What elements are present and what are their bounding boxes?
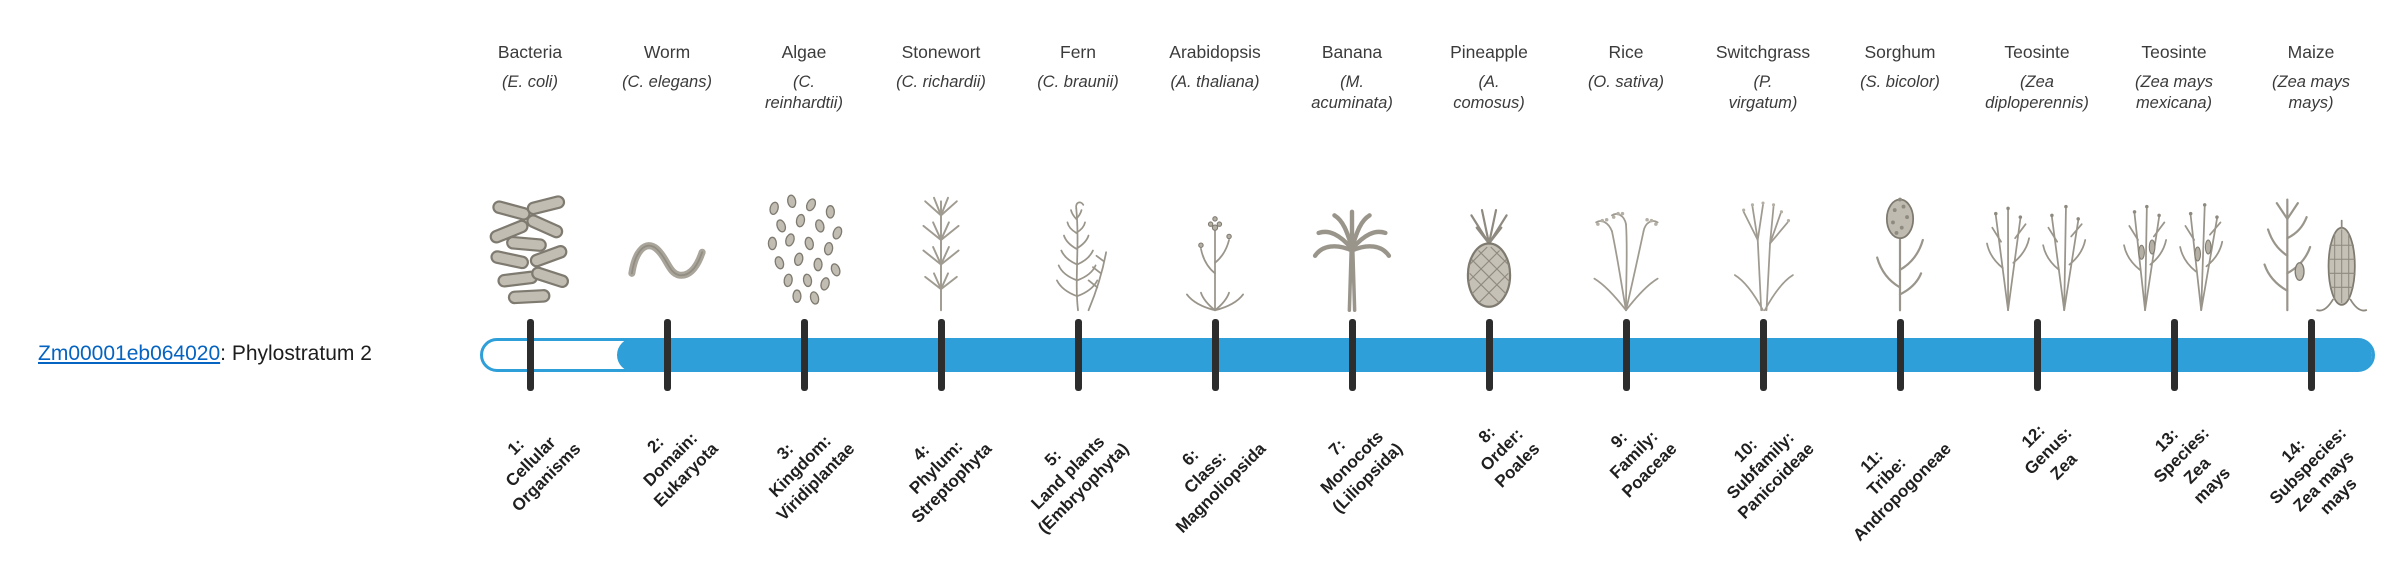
timeline-bar-fill	[617, 338, 2372, 372]
gene-label: Zm00001eb064020: Phylostratum 2	[38, 342, 372, 366]
bacteria-icon	[460, 160, 600, 312]
timeline-tick	[1896, 319, 1904, 391]
fern-icon	[1008, 160, 1148, 312]
organism-header: Stonewort (C. richardii)	[853, 42, 1029, 93]
organism-scientific-name: (C. richardii)	[896, 73, 986, 91]
stratum-label: 6: Class: Magnoliopsida	[1171, 438, 1270, 537]
organism-common-name: Teosinte	[2141, 42, 2207, 62]
rice-icon	[1556, 160, 1696, 312]
switchgrass-icon	[1693, 160, 1833, 312]
stratum-label: 9: Family: Poaceae	[1606, 427, 1681, 501]
banana-icon	[1282, 160, 1422, 312]
organism-common-name: Banana	[1321, 42, 1383, 62]
teosinte-diploperennis-icon	[1967, 160, 2107, 312]
stonewort-icon	[871, 160, 1011, 312]
organism-scientific-name: (S. bicolor)	[1860, 73, 1940, 91]
timeline-tick	[1622, 319, 1630, 391]
organism-scientific-name: (O. sativa)	[1587, 73, 1665, 91]
organism-header: Algae (C. reinhardtii)	[716, 42, 892, 115]
organism-common-name: Arabidopsis	[1169, 42, 1261, 62]
organism-scientific-name: (C. braunii)	[1037, 73, 1119, 91]
stratum-label: 4: Phylum: Streptophyta	[905, 437, 996, 527]
stratum-label: 14: Subspecies: Zea mays mays	[2265, 423, 2361, 519]
stratum-label: 8: Order: Poales	[1474, 422, 1544, 491]
organism-scientific-name: (C. elegans)	[622, 73, 712, 91]
organism-scientific-name: (Zea diploperennis)	[1985, 73, 2089, 113]
organism-header: Arabidopsis (A. thaliana)	[1127, 42, 1303, 93]
timeline-tick	[2033, 319, 2041, 391]
stratum-label: 3: Kingdom: Viridiplantae	[765, 431, 859, 525]
maize-icon	[2241, 160, 2381, 312]
teosinte-mexicana-icon	[2104, 160, 2244, 312]
organism-header: Fern (C. braunii)	[990, 42, 1166, 93]
stratum-label: 12: Genus: Zea	[2018, 420, 2081, 484]
organism-common-name: Stonewort	[901, 42, 981, 62]
timeline-tick	[526, 319, 534, 391]
organism-scientific-name: (M. acuminata)	[1311, 73, 1393, 113]
organism-header: Teosinte (Zea diploperennis)	[1949, 42, 2125, 115]
organism-common-name: Worm	[643, 42, 691, 62]
pineapple-icon	[1419, 160, 1559, 312]
timeline-tick	[1348, 319, 1356, 391]
stratum-label: 2: Domain: Eukaryota	[639, 428, 722, 511]
worm-icon	[597, 160, 737, 312]
organism-header: Bacteria (E. coli)	[442, 42, 618, 93]
timeline-tick	[1759, 319, 1767, 391]
organism-scientific-name: (P. virgatum)	[1728, 73, 1798, 113]
organism-header: Switchgrass (P. virgatum)	[1675, 42, 1851, 115]
gene-phylostratum-text: : Phylostratum 2	[220, 342, 372, 365]
stratum-label: 10: Subfamily: Panicoideae	[1722, 428, 1818, 523]
organism-scientific-name: (C. reinhardtii)	[765, 73, 843, 113]
stratum-label: 7: Monocots (Liliopsida)	[1317, 427, 1407, 517]
timeline-tick	[937, 319, 945, 391]
organism-common-name: Switchgrass	[1715, 42, 1811, 62]
organism-common-name: Rice	[1608, 42, 1644, 62]
timeline-tick	[2170, 319, 2178, 391]
organism-header: Sorghum (S. bicolor)	[1812, 42, 1988, 93]
organism-scientific-name: (Zea mays mexicana)	[2135, 73, 2213, 113]
organism-scientific-name: (E. coli)	[502, 73, 558, 91]
organism-common-name: Maize	[2287, 42, 2335, 62]
organism-header: Maize (Zea mays mays)	[2223, 42, 2399, 115]
organism-common-name: Teosinte	[2004, 42, 2070, 62]
timeline-tick	[2307, 319, 2315, 391]
timeline-tick	[663, 319, 671, 391]
algae-icon	[734, 160, 874, 312]
organism-header: Pineapple (A. comosus)	[1401, 42, 1577, 115]
timeline-tick	[1074, 319, 1082, 391]
stratum-label: 11: Tribe: Andropogoneae	[1848, 438, 1955, 545]
organism-common-name: Pineapple	[1450, 42, 1528, 62]
organism-common-name: Fern	[1060, 42, 1096, 62]
organism-header: Teosinte (Zea mays mexicana)	[2086, 42, 2262, 115]
organism-scientific-name: (Zea mays mays)	[2272, 73, 2350, 113]
organism-header: Rice (O. sativa)	[1538, 42, 1714, 93]
stratum-label: 1: Cellular Organisms	[502, 433, 585, 515]
timeline-tick	[1211, 319, 1219, 391]
organism-scientific-name: (A. thaliana)	[1170, 73, 1260, 91]
stratum-label: 5: Land plants (Embryophyta)	[1027, 432, 1133, 538]
arabidopsis-icon	[1145, 160, 1285, 312]
organism-scientific-name: (A. comosus)	[1453, 73, 1525, 113]
timeline-tick	[800, 319, 808, 391]
organism-common-name: Bacteria	[497, 42, 563, 62]
organism-header: Banana (M. acuminata)	[1264, 42, 1440, 115]
gene-id-link[interactable]: Zm00001eb064020	[38, 342, 221, 365]
organism-common-name: Sorghum	[1864, 42, 1936, 62]
organism-header: Worm (C. elegans)	[579, 42, 755, 93]
organism-common-name: Algae	[781, 42, 827, 62]
sorghum-icon	[1830, 160, 1970, 312]
stratum-label: 13: Species: Zea mays	[2150, 423, 2234, 508]
timeline-tick	[1485, 319, 1493, 391]
